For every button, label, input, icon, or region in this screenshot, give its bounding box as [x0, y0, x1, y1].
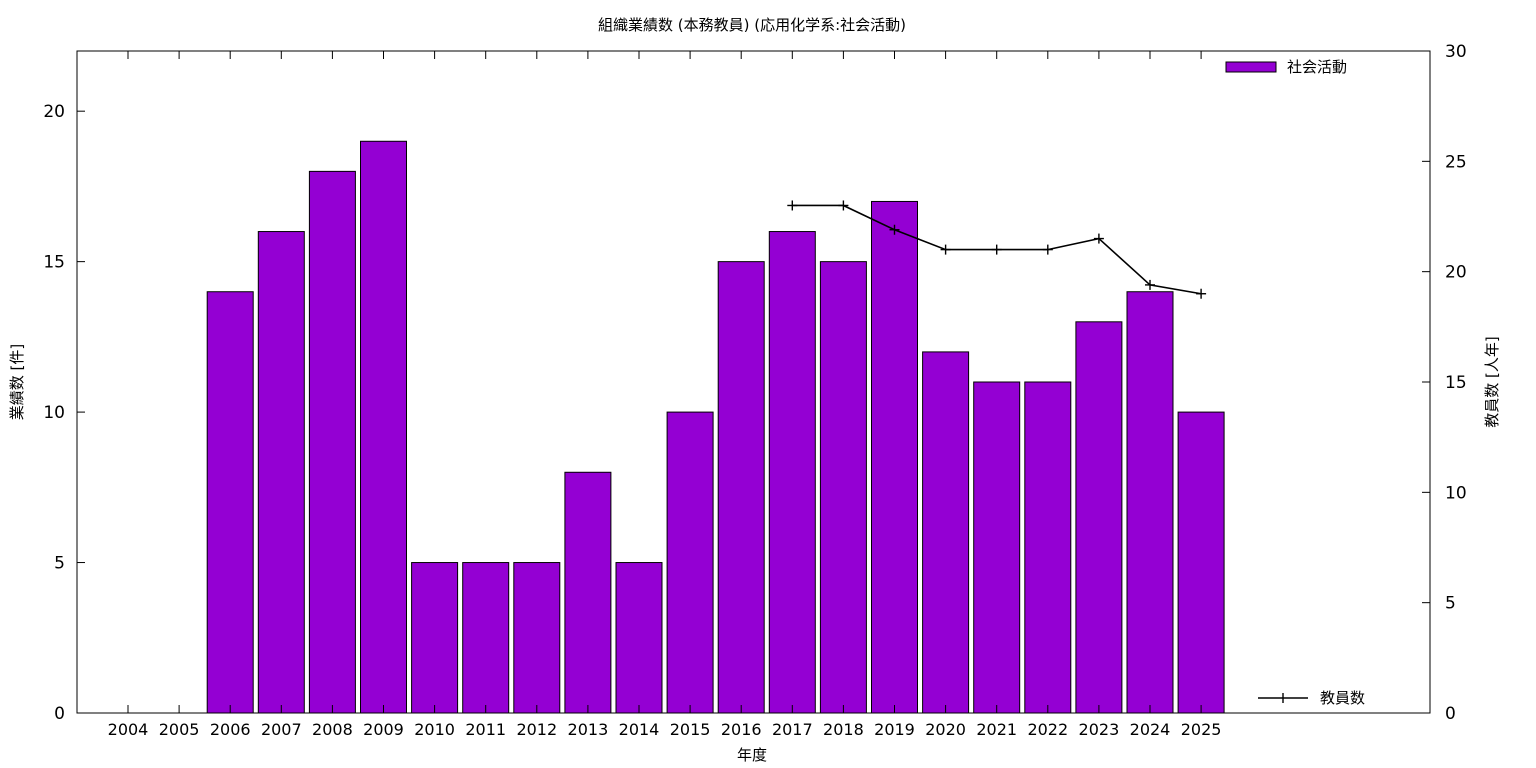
bar-2015: [666, 411, 714, 714]
line-series-group: [787, 200, 1207, 299]
x-tick-label: 2009: [363, 720, 404, 739]
bar-2018: [819, 261, 867, 714]
y-tick-label: 5: [54, 554, 65, 574]
x-tick-label: 2024: [1130, 720, 1171, 739]
x-tick-label: 2006: [210, 720, 251, 739]
x-tick-label: 2016: [721, 720, 762, 739]
x-axis: 2004 2005 2006 2007 2008 2009 2010 2011 2012 2013…: [108, 51, 1222, 739]
y-axis: 0 5 10 15 20: [43, 102, 85, 724]
bar-2014: [615, 562, 663, 714]
y-tick-label: 15: [43, 253, 65, 273]
y2-tick-label: 25: [1445, 152, 1467, 172]
bar-2024: [1126, 291, 1174, 714]
y-tick-label: 0: [54, 704, 65, 724]
x-tick-label: 2020: [925, 720, 966, 739]
legend-line: 教員数: [1258, 689, 1365, 707]
y-tick-label: 20: [43, 102, 65, 122]
point-2017: [787, 200, 798, 211]
bar-2012: [513, 562, 561, 714]
point-2022: [1042, 244, 1053, 255]
x-tick-label: 2018: [823, 720, 864, 739]
y2-tick-label: 0: [1445, 704, 1456, 724]
x-tick-label: 2010: [414, 720, 455, 739]
y2-tick-label: 30: [1445, 42, 1467, 62]
bar-2025: [1177, 411, 1225, 714]
x-tick-label: 2011: [465, 720, 506, 739]
bar-2011: [462, 562, 510, 714]
y2-tick-label: 15: [1445, 373, 1467, 393]
point-2019: [889, 224, 900, 235]
legend-line-label: 教員数: [1320, 689, 1365, 707]
chart-title: 組織業績数 (本務教員) (応用化学系:社会活動): [598, 16, 906, 34]
bar-2023: [1075, 321, 1123, 714]
bar-2019: [871, 200, 918, 714]
point-2018: [838, 200, 849, 211]
y-axis-label: 業績数 [件]: [8, 344, 26, 420]
y2-tick-label: 20: [1445, 263, 1467, 283]
y2-axis-label: 教員数 [人年]: [1483, 336, 1501, 427]
legend-bar-label: 社会活動: [1287, 58, 1347, 76]
x-tick-label: 2017: [772, 720, 813, 739]
x-tick-label: 2015: [670, 720, 711, 739]
x-tick-label: 2008: [312, 720, 353, 739]
x-tick-label: 2023: [1079, 720, 1120, 739]
point-2025: [1196, 288, 1207, 299]
legend-bar: 社会活動: [1225, 58, 1347, 76]
bar-2021: [973, 381, 1021, 714]
x-tick-label: 2004: [108, 720, 149, 739]
bar-2008: [308, 170, 356, 714]
point-2023: [1093, 233, 1104, 244]
bar-2017: [768, 231, 816, 714]
y2-axis: 0 5 10 15 20 25 30: [1422, 42, 1467, 724]
x-tick-label: 2007: [261, 720, 302, 739]
x-tick-label: 2021: [976, 720, 1017, 739]
bar-2007: [257, 231, 305, 714]
bar-2013: [564, 471, 612, 714]
y2-tick-label: 5: [1445, 594, 1456, 614]
x-tick-label: 2019: [874, 720, 915, 739]
bar-2020: [922, 351, 970, 714]
legend-bar-swatch: [1225, 61, 1277, 73]
x-tick-label: 2012: [516, 720, 557, 739]
bar-2009: [360, 140, 407, 714]
bar-2022: [1024, 381, 1072, 714]
point-2024: [1145, 279, 1155, 290]
bars-group: [206, 140, 1225, 714]
y-tick-label: 10: [43, 403, 65, 423]
x-tick-label: 2013: [568, 720, 609, 739]
x-tick-label: 2025: [1181, 720, 1222, 739]
x-tick-label: 2005: [159, 720, 200, 739]
x-tick-label: 2014: [619, 720, 660, 739]
y2-tick-label: 10: [1445, 483, 1467, 503]
x-tick-label: 2022: [1027, 720, 1068, 739]
point-2021: [991, 244, 1002, 255]
point-2020: [940, 244, 951, 255]
x-axis-label: 年度: [737, 746, 767, 764]
bar-2006: [206, 291, 254, 714]
bar-2010: [411, 562, 459, 714]
bar-2016: [717, 261, 765, 714]
